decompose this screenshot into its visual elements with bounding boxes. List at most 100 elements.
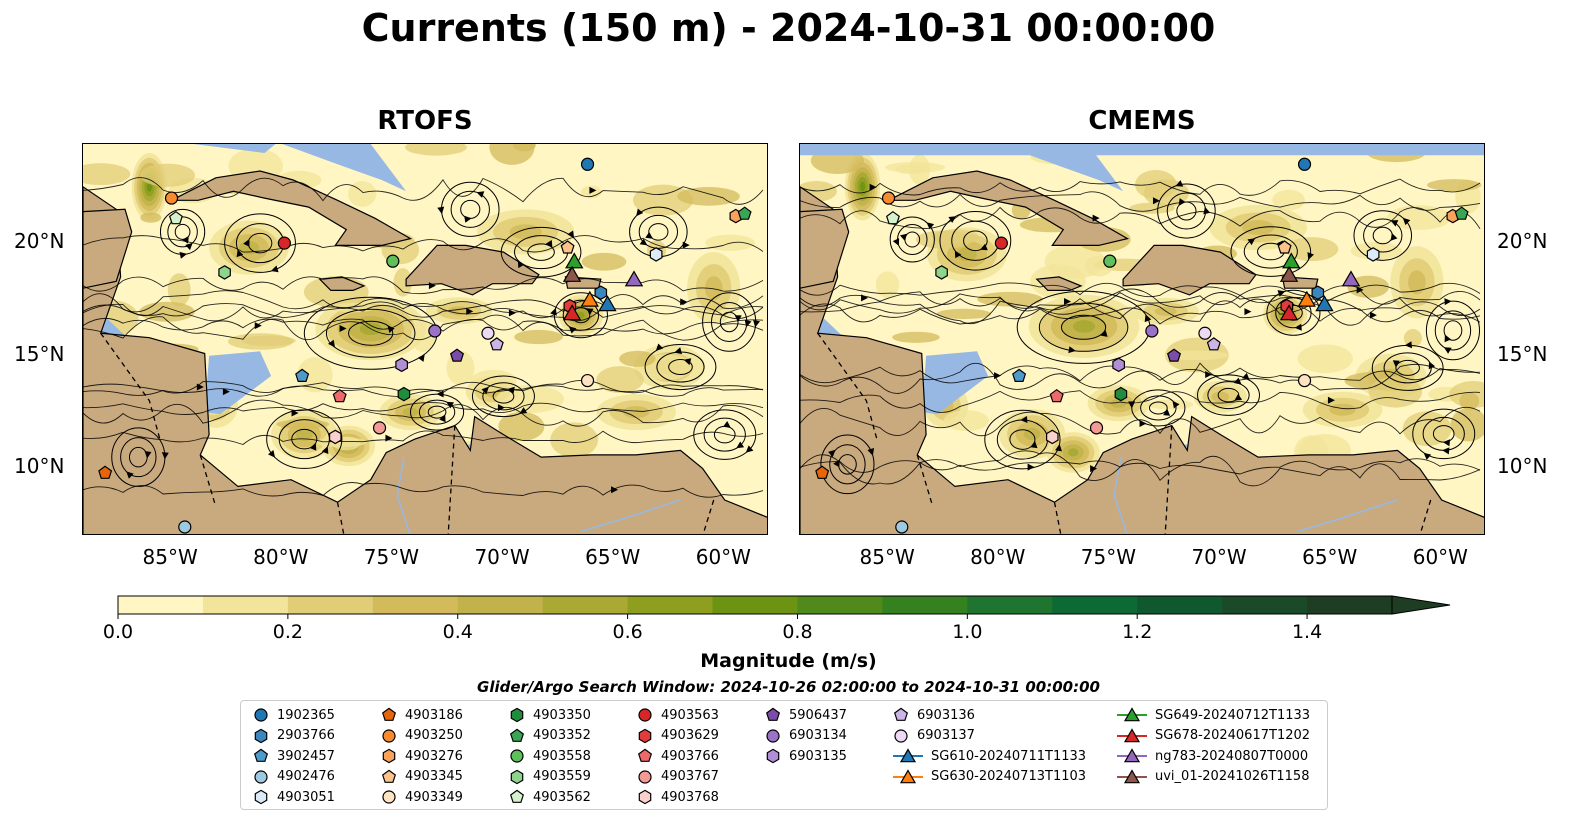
streamline-arrow	[254, 322, 262, 330]
legend-item: 4903563	[637, 705, 719, 725]
colorbar-tick-label: 0.6	[612, 621, 643, 643]
country-border	[1053, 502, 1062, 534]
streamline	[348, 320, 394, 346]
streamline-arrow	[550, 307, 557, 316]
streamline-arrow	[387, 325, 395, 333]
legend-label: SG630-20240713T1103	[931, 769, 1087, 784]
marker-4903352	[1454, 206, 1469, 220]
streamline-arrow	[1404, 341, 1412, 349]
streamline	[83, 318, 764, 335]
speed-contour	[1368, 376, 1423, 408]
legend-marker-icon	[766, 748, 780, 764]
streamline-arrow	[517, 260, 525, 269]
map-panel-rtofs[interactable]	[82, 143, 768, 535]
colorbar-segment	[202, 596, 289, 614]
streamline	[83, 303, 764, 320]
marker-6903137	[481, 326, 495, 340]
streamline	[527, 243, 555, 261]
speed-contour	[860, 181, 866, 192]
colorbar-segment	[287, 596, 374, 614]
colorbar-segment	[712, 596, 798, 614]
legend-label: ng783-20240807T0000	[1155, 748, 1309, 764]
speed-contour	[83, 163, 131, 186]
streamline	[500, 226, 582, 278]
speed-contour	[1067, 448, 1079, 457]
colorbar-segment	[118, 596, 204, 614]
marker-4903562	[168, 210, 183, 225]
legend-item: 4903276	[381, 746, 463, 766]
legend-item: 4903768	[637, 787, 719, 807]
panel-title-rtofs: RTOFS	[377, 106, 473, 136]
marker-2903766	[594, 285, 608, 300]
streamline	[492, 389, 515, 404]
legend-marker	[638, 769, 652, 784]
map-panel-cmems[interactable]	[799, 143, 1485, 535]
marker-SG610-20240711T1133	[598, 295, 617, 312]
legend-label: 2903766	[277, 728, 335, 743]
streamline-arrow	[1327, 396, 1335, 404]
streamline-arrow	[236, 249, 244, 258]
country-border	[336, 502, 345, 534]
streamline	[1395, 359, 1420, 376]
legend-label: SG649-20240712T1133	[1155, 707, 1311, 723]
streamline-arrow	[745, 445, 754, 453]
legend-label: 6903136	[917, 707, 975, 723]
streamline	[800, 303, 1481, 325]
legend-label: 5906437	[789, 707, 847, 723]
legend-marker	[510, 707, 524, 723]
legend-marker	[510, 769, 524, 784]
legend-marker-icon	[638, 789, 652, 805]
panel-title-cmems: CMEMS	[1088, 106, 1196, 136]
legend-marker	[638, 728, 652, 743]
marker-SG678-20240617T1202	[562, 304, 582, 321]
lat-tick-label-right: 15°N	[1497, 341, 1548, 366]
speed-contour	[1427, 179, 1482, 192]
streamline-arrow	[980, 243, 988, 251]
legend-marker	[1123, 748, 1141, 763]
streamline-arrow	[446, 401, 454, 409]
legend-marker	[1123, 707, 1141, 722]
streamline-arrow	[481, 386, 489, 395]
marker-SG678-20240617T1202	[1279, 304, 1299, 321]
legend-item: 1902365	[253, 705, 335, 725]
lat-tick-label-left: 15°N	[14, 341, 65, 366]
streamline-arrow	[1030, 440, 1038, 449]
colorbar-tick-label: 1.0	[952, 621, 983, 643]
streamline-arrow	[994, 372, 1002, 380]
legend-item: 4902476	[253, 767, 335, 787]
lon-tick-label: 85°W	[142, 545, 198, 569]
legend: 1902365 2903766 3902457 4902476 4903051 49031…	[240, 700, 1328, 810]
legend-label: 4903767	[661, 769, 719, 784]
legend-item: 4903562	[509, 787, 591, 807]
colorbar	[117, 595, 1451, 619]
legend-marker-icon	[638, 728, 652, 743]
legend-item: 2903766	[253, 726, 335, 746]
speed-contour	[1402, 411, 1452, 447]
country-border	[1419, 499, 1432, 534]
streamline	[984, 409, 1061, 470]
speed-contour	[498, 411, 545, 442]
legend-marker-icon	[382, 748, 396, 764]
legend-marker	[382, 748, 396, 764]
streamline	[266, 409, 343, 469]
legend-label: SG610-20240711T1133	[931, 748, 1087, 764]
speed-contour	[704, 276, 723, 301]
country-border	[702, 499, 715, 534]
legend-item: 4903349	[381, 787, 463, 807]
streamline	[703, 417, 746, 452]
marker-SG630-20240713T1103	[580, 290, 599, 307]
streamline	[1266, 289, 1321, 336]
streamline	[482, 382, 525, 411]
streamline-arrow	[828, 449, 836, 458]
legend-item: uvi_01-20241026T1158	[1117, 767, 1309, 787]
marker-SG610-20240711T1133	[1315, 295, 1334, 312]
marker-uvi_01-20241026T1158	[562, 265, 582, 282]
legend-item: 6903135	[765, 746, 847, 766]
legend-marker	[254, 769, 268, 784]
legend-marker	[638, 708, 652, 722]
legend-label: 4903559	[533, 769, 591, 784]
speed-contour	[892, 331, 940, 343]
legend-marker-icon	[893, 748, 923, 763]
streamline-arrow	[1139, 419, 1147, 427]
streamline	[83, 399, 764, 427]
